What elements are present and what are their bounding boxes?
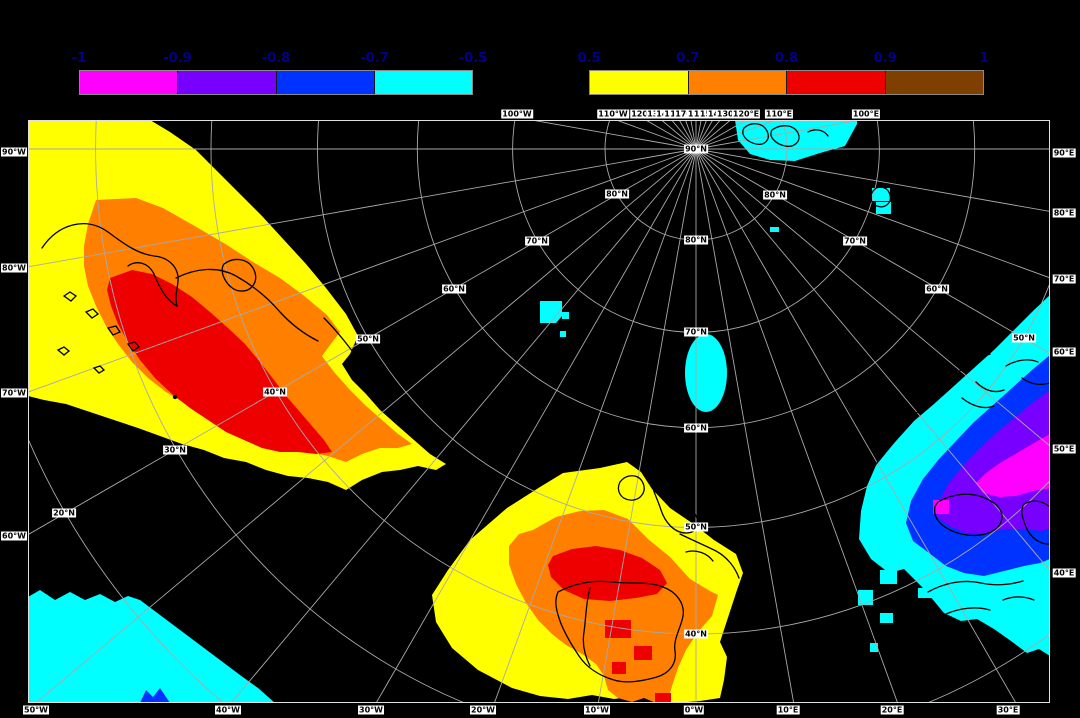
meridian--50 [35, 148, 697, 703]
lon-label-left: 80°W [1, 263, 27, 273]
colorbar-tick-label: 0.5 [577, 51, 601, 66]
lon-label-top: 160°E [692, 109, 722, 119]
lon-label-top: 140°W [655, 109, 687, 119]
meridian--80 [28, 148, 697, 268]
lon-label-bottom: 50°W [23, 705, 49, 715]
colorbar-segment [688, 71, 787, 94]
meridian-60 [695, 148, 1050, 354]
colorbar-tick-label: -0.5 [458, 51, 488, 66]
lon-label-right: 50°E [1052, 444, 1076, 454]
map [28, 120, 1050, 703]
colorbar-tick-label: 1 [979, 51, 989, 66]
coastline-svalbard [742, 123, 891, 208]
lon-label-bottom: 10°W [584, 705, 610, 715]
colorbar-tick-label: -0.9 [163, 51, 192, 66]
coastline-islet [172, 394, 178, 400]
lon-label-left: 60°W [1, 531, 27, 541]
contour-blob-east [858, 295, 1050, 656]
lon-label-top: 110°W [597, 109, 629, 119]
colorbar-tick-label: 0.9 [873, 51, 897, 66]
coastline-iberia [555, 580, 684, 683]
lon-label-top: 120°E [731, 109, 761, 119]
coastline-mediterranean [927, 580, 1035, 615]
meridian--20 [493, 148, 697, 703]
lon-label-top: 110°E [764, 109, 794, 119]
colorbar-segment [885, 71, 983, 94]
meridian-80 [695, 148, 1050, 212]
lon-label-left: 90°W [1, 147, 27, 157]
lon-label-top: 120°W [630, 109, 662, 119]
colorbar-tick-label: 0.7 [676, 51, 700, 66]
lon-label-right: 90°E [1052, 148, 1076, 158]
lon-label-bottom: 0°W [683, 705, 705, 715]
lon-label-top: 130°W [646, 109, 678, 119]
lon-label-right: 80°E [1052, 208, 1076, 218]
meridian-30 [695, 148, 1017, 703]
meridian-10 [695, 148, 795, 703]
lon-label-right: 40°E [1052, 568, 1076, 578]
lon-label-left: 70°W [1, 388, 27, 398]
lon-label-bottom: 40°W [215, 705, 241, 715]
meridian-50 [695, 148, 1050, 447]
lon-label-bottom: 30°E [996, 705, 1020, 715]
coastline-islands-west [56, 291, 140, 374]
lon-label-right: 70°E [1052, 274, 1076, 284]
lon-label-bottom: 20°E [880, 705, 904, 715]
lon-label-top: 130°E [715, 109, 745, 119]
lon-label-top: 170°E [686, 109, 716, 119]
colorbar-tick-label: 0.8 [774, 51, 799, 66]
lon-label-top: 150°E [698, 109, 728, 119]
colorbar-tick-label: -0.8 [261, 51, 291, 66]
lon-label-bottom: 30°W [358, 705, 384, 715]
meridian-40 [695, 148, 1050, 572]
meridian--30 [375, 148, 697, 703]
coastline-scandinavia [872, 353, 1050, 469]
meridian--70 [28, 148, 697, 393]
colorbar-negative: -1 -0.9 -0.8 -0.7 -0.5 [72, 52, 487, 95]
coastline-caspian [1021, 500, 1050, 545]
colorbar-positive: 0.5 0.7 0.8 0.9 1 [577, 52, 989, 95]
lon-label-top: 150°W [663, 109, 695, 119]
lon-label-right: 60°E [1052, 347, 1076, 357]
colorbar-segment [590, 71, 689, 94]
meridian--40 [230, 148, 697, 703]
contour-patches-center [540, 301, 727, 412]
lon-label-top: 140°E [706, 109, 736, 119]
meridian-70 [695, 148, 1050, 279]
contour-blob-arctic [735, 120, 891, 232]
meridian--60 [28, 148, 697, 536]
meridian--10 [597, 148, 697, 703]
lon-label-top: 100°W [501, 109, 533, 119]
colorbar-tick-label: -0.7 [360, 51, 389, 66]
coastline-black-sea [933, 493, 1003, 537]
lon-label-top: 100°E [851, 109, 881, 119]
colorbar-segment [276, 71, 375, 94]
coastline-hudson-bay [41, 223, 397, 398]
lon-label-top: 160°W [669, 109, 701, 119]
colorbar-segment [178, 71, 277, 94]
colorbar-tick-label: -1 [71, 51, 87, 66]
colorbar-segment [80, 71, 179, 94]
colorbar-segment [374, 71, 472, 94]
lon-label-bottom: 20°W [470, 705, 496, 715]
map-frame [28, 120, 1050, 703]
contour-blob-southwest [28, 590, 275, 703]
colorbar-segment [787, 71, 886, 94]
map-svg [28, 120, 1050, 703]
lon-label-top: 170°W [674, 109, 706, 119]
lon-label-bottom: 10°E [776, 705, 800, 715]
meridian-20 [695, 148, 899, 703]
